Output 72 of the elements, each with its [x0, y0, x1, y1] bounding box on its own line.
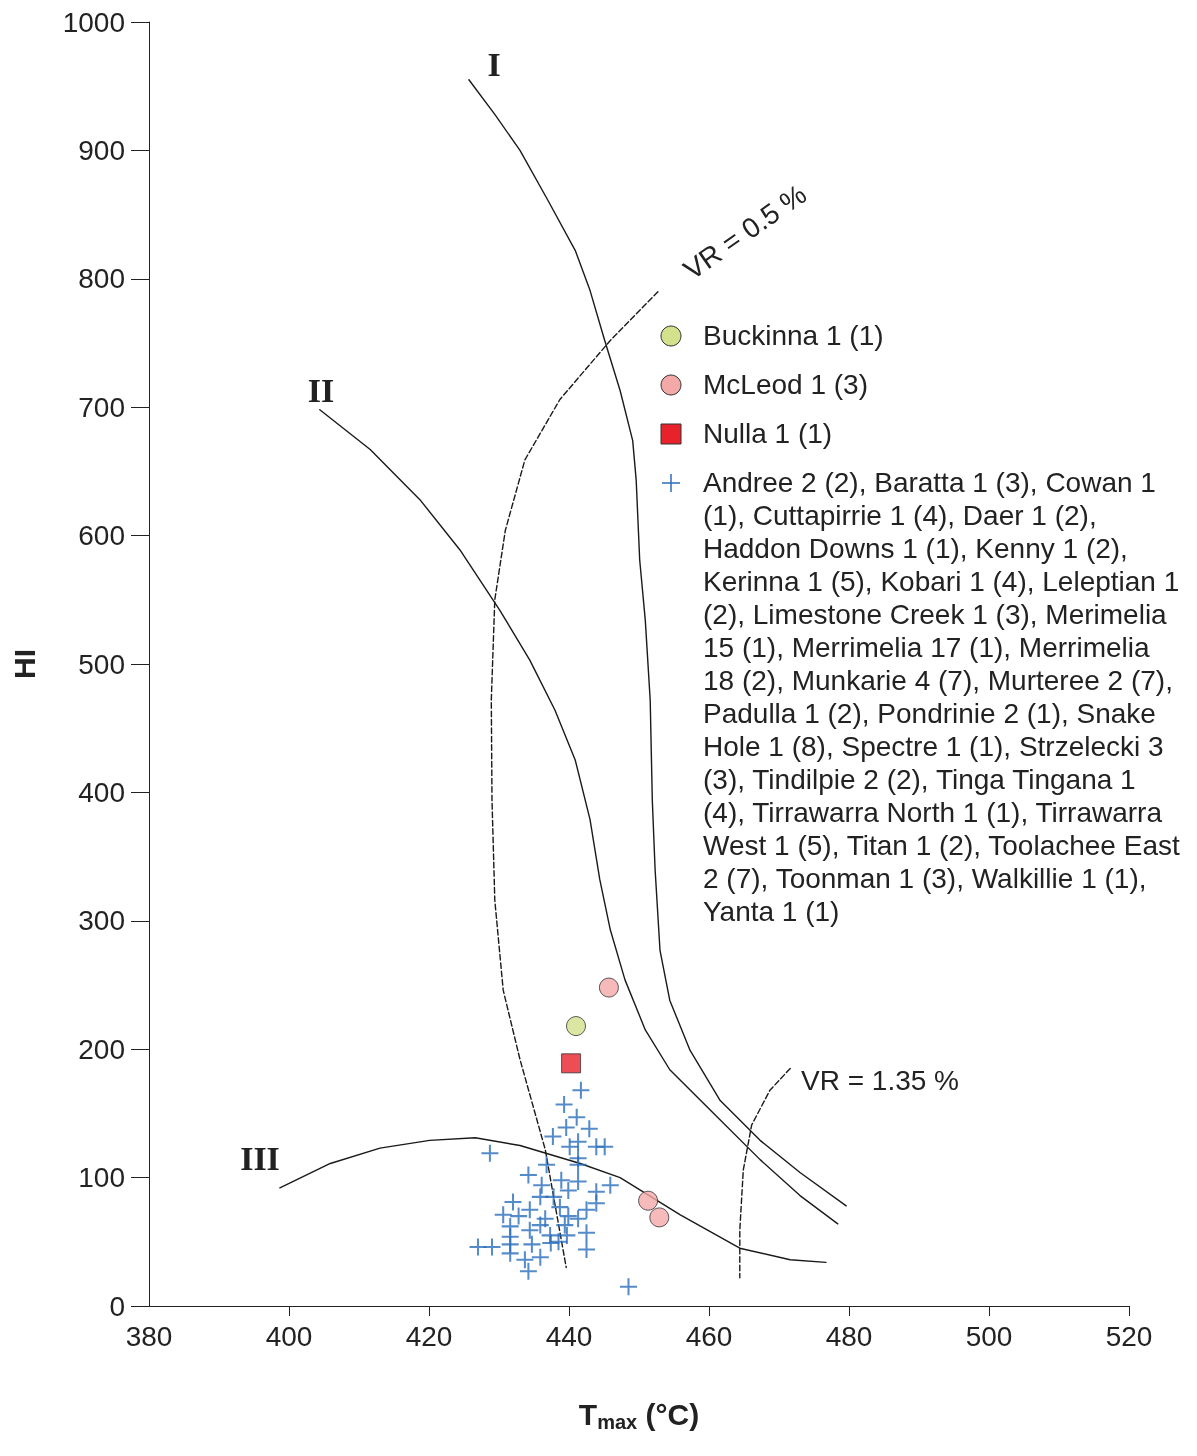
y-tick-label: 500: [78, 648, 125, 680]
point: [531, 1248, 549, 1266]
legend-label: McLeod 1 (3): [703, 369, 868, 400]
point: [568, 1108, 586, 1126]
point: [519, 1262, 537, 1280]
x-tick-label: 480: [825, 1320, 873, 1352]
point: [550, 1233, 567, 1251]
point: [578, 1241, 595, 1258]
annotation: I: [487, 45, 501, 83]
point: [523, 1235, 541, 1253]
y-tick-label: 900: [78, 134, 125, 166]
y-tick-label: 800: [78, 263, 125, 295]
point: [620, 1278, 637, 1296]
point: [544, 1128, 562, 1146]
point: [578, 1224, 595, 1242]
y-tick-label: 100: [78, 1162, 125, 1194]
point: [555, 1095, 573, 1113]
annotation: III: [240, 1139, 280, 1177]
point: [521, 1221, 539, 1239]
x-tick-label: 440: [545, 1320, 593, 1352]
y-axis-title: HI: [7, 649, 41, 679]
point: [483, 1238, 501, 1256]
point: [561, 1053, 582, 1074]
x-tick-label: 380: [125, 1320, 173, 1352]
point: [601, 1176, 619, 1194]
point: [587, 1194, 605, 1212]
point: [521, 1201, 539, 1219]
point: [551, 1198, 569, 1216]
legend-label: Nulla 1 (1): [703, 418, 833, 449]
y-tick-label: 400: [78, 776, 125, 808]
point: [510, 1207, 528, 1225]
point: [598, 977, 619, 998]
y-tick-label: 0: [109, 1290, 125, 1322]
point: [596, 1138, 614, 1156]
point: [580, 1120, 598, 1138]
point: [531, 1216, 549, 1234]
text: Andree 2 (2), Baratta 1 (3), Cowan 1 (1), Cuttapirrie 1 (4), Daer 1 (2), Haddon Downs 1 (1), Kenny 1 (2), Kerinna 1 (5), Kobari 1 (4), Leleptian 1 (2), Limestone Creek 1 (3), Merimelia 15 (1), Merrimelia 17 (1), Merrimelia 18 (2), Munkarie 4 (7), Murteree 2 (7), Padulla 1 (2), Pondrinie 2 (1), Snake Hole 1 (8), Spectre 1 (1), Strzelecki 3 (3), Tindilpie 2 (2), Tinga Tingana 1 (4), Tirrawarra North 1 (1), Tirrawarra West 1 (5), Titan 1 (2), Toolachee East 2 (7), Toonman 1 (3), Walkillie 1 (1), Yanta 1 (1): [703, 467, 1180, 927]
point: [494, 1206, 512, 1224]
point: [569, 1210, 587, 1228]
legend-label: Buckinna 1 (1): [703, 320, 884, 351]
point: [569, 1156, 587, 1174]
x-tick-label: 500: [965, 1320, 1013, 1352]
point: [552, 1171, 570, 1189]
point: [638, 1190, 659, 1211]
point: [572, 1081, 590, 1099]
point: [559, 1181, 577, 1199]
point: [481, 1144, 499, 1162]
point: [566, 1016, 586, 1037]
point: [561, 1138, 579, 1156]
point: [538, 1156, 556, 1174]
y-tick-label: 1000: [62, 6, 125, 38]
point: [557, 1119, 575, 1137]
point: [556, 1216, 574, 1234]
point: [516, 1251, 534, 1269]
annotation: VR = 0.5 %: [677, 178, 813, 286]
point: [501, 1244, 519, 1262]
y-tick-label: 700: [78, 391, 125, 423]
y-tick-label: 300: [78, 905, 125, 937]
point: [649, 1207, 670, 1228]
y-tick-label: 200: [78, 1033, 125, 1065]
point: [519, 1166, 537, 1184]
point: [569, 1172, 587, 1190]
point: [578, 1201, 595, 1219]
x-tick-label: 460: [685, 1320, 733, 1352]
point: [504, 1193, 522, 1211]
x-tick-label: 520: [1105, 1320, 1153, 1352]
annotation: VR = 1.35 %: [801, 1064, 959, 1096]
point: [545, 1188, 563, 1206]
x-tick-label: 400: [265, 1320, 313, 1352]
annotation: II: [307, 371, 335, 409]
y-tick-label: 600: [78, 520, 125, 552]
x-tick-label: 420: [405, 1320, 453, 1352]
